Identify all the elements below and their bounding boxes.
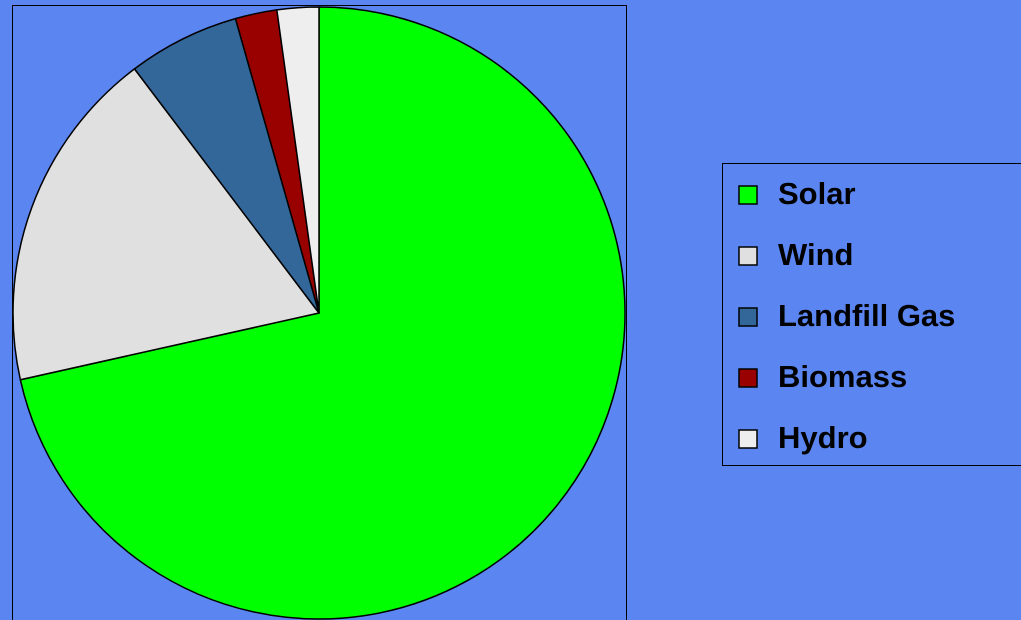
legend-swatch <box>738 429 758 449</box>
pie-slice <box>19 6 626 620</box>
legend-swatch <box>738 185 758 205</box>
legend-label: Hydro <box>778 420 868 455</box>
legend-swatch <box>738 246 758 266</box>
legend-swatch <box>738 368 758 388</box>
legend-label: Solar <box>778 176 856 211</box>
legend: Solar Wind Landfill Gas Biomass Hydro <box>722 163 1021 466</box>
legend-label: Wind <box>778 237 853 272</box>
legend-label: Biomass <box>778 359 907 394</box>
pie-slice <box>12 68 320 381</box>
legend-label: Landfill Gas <box>778 298 955 333</box>
legend-box <box>722 163 1021 466</box>
legend-swatch <box>738 307 758 327</box>
pie-slice <box>276 6 320 314</box>
pie <box>12 6 626 620</box>
